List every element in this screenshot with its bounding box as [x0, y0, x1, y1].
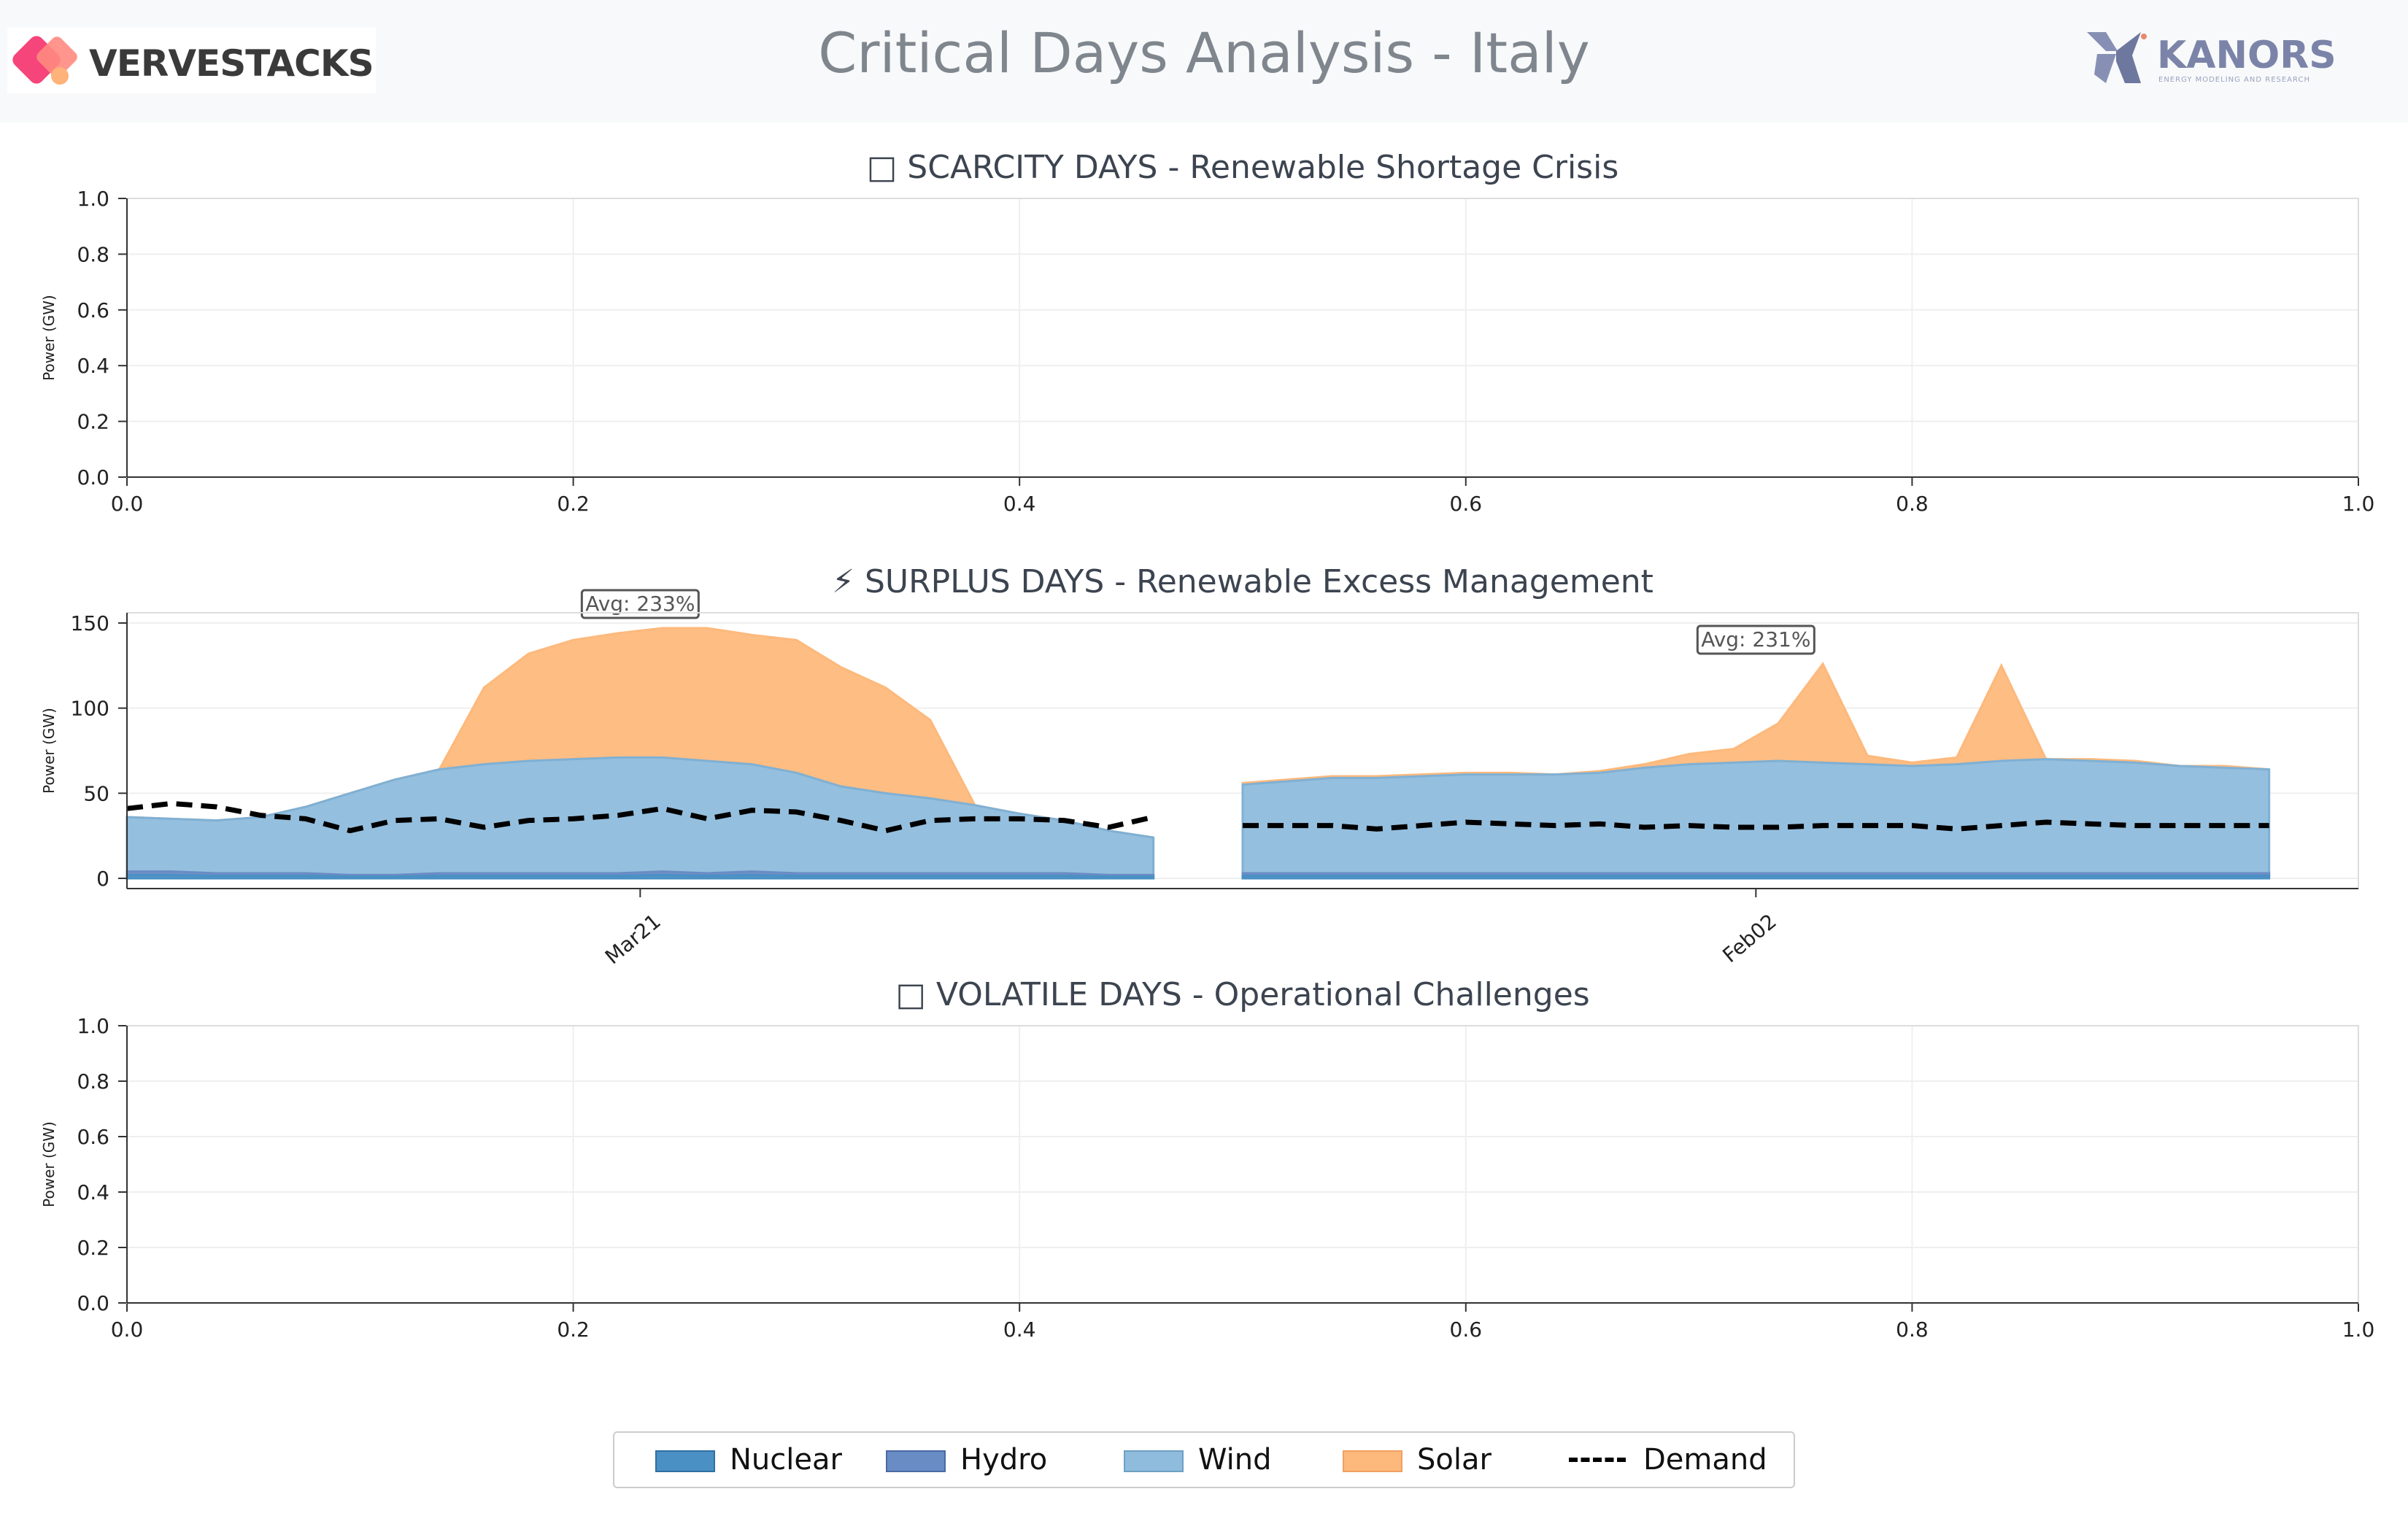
legend-label-hydro: Hydro — [960, 1443, 1048, 1477]
x-tick-label: 0.0 — [111, 1318, 144, 1342]
x-tick-label: 0.0 — [111, 492, 144, 516]
y-tick-label: 0.8 — [77, 1069, 109, 1094]
y-tick-label: 0.6 — [77, 1125, 109, 1149]
kanors-logo: KANORS ENERGY MODELING AND RESEARCH — [2084, 29, 2347, 95]
annotation-box-Mar21 — [580, 589, 700, 619]
legend-label-wind: Wind — [1198, 1443, 1272, 1477]
y-axis-label-0: Power (GW) — [40, 295, 58, 381]
annotation-text-Feb02: Avg: 231% — [1701, 627, 1810, 651]
y-tick-label: 0.6 — [77, 298, 109, 322]
y-tick-label: 0.2 — [77, 410, 109, 434]
y-axis-label-1: Power (GW) — [40, 708, 58, 794]
nuclear-area-Mar21 — [126, 873, 1155, 880]
legend-label-demand: Demand — [1643, 1443, 1767, 1477]
annotation-text-Mar21: Avg: 233% — [585, 592, 695, 616]
vervestacks-logo: VERVESTACKS — [7, 28, 376, 93]
charts-area: □ SCARCITY DAYS - Renewable Shortage Cri… — [40, 149, 2375, 1342]
x-tick-label: 0.4 — [1003, 492, 1036, 516]
x-tick-label: 0.6 — [1450, 1318, 1483, 1342]
panel-title-2: □ VOLATILE DAYS - Operational Challenges — [895, 976, 1589, 1013]
plot-frame-2 — [126, 1025, 2359, 1304]
page-title: Critical Days Analysis - Italy — [818, 20, 1590, 85]
x-tick-label: 0.8 — [1896, 492, 1929, 516]
x-tick-label: 1.0 — [2342, 1318, 2375, 1342]
kanors-logo-subtitle: ENERGY MODELING AND RESEARCH — [2158, 76, 2310, 84]
y-tick-label: 0.4 — [77, 354, 109, 378]
nuclear-area-Feb02 — [1241, 875, 2271, 880]
y-tick-label: 1.0 — [77, 1014, 109, 1038]
vervestacks-diamond-icon — [12, 36, 77, 85]
legend-swatch-wind — [1124, 1450, 1184, 1472]
kanors-logo-text: KANORS — [2157, 34, 2336, 77]
x-tick-label: 0.6 — [1450, 492, 1483, 516]
annotation-box-Feb02 — [1696, 624, 1815, 655]
x-tick-label: 0.2 — [557, 1318, 590, 1342]
y-tick-label: 1.0 — [77, 187, 109, 211]
plot-frame-0 — [126, 198, 2359, 478]
annotation-Feb02: Avg: 231% — [1696, 624, 1815, 655]
legend-swatch-solar — [1343, 1450, 1402, 1472]
y-tick-label: 0.4 — [77, 1180, 109, 1204]
y-tick-label: 0.0 — [77, 465, 109, 490]
y-tick-label: 50 — [83, 781, 109, 805]
y-tick-label: 0.0 — [77, 1291, 109, 1315]
x-tick-label: 1.0 — [2342, 492, 2375, 516]
legend-swatch-demand — [1569, 1458, 1626, 1462]
legend-label-nuclear: Nuclear — [730, 1443, 842, 1477]
legend-swatch-hydro — [886, 1450, 946, 1472]
x-tick-label: 0.4 — [1003, 1318, 1036, 1342]
legend: Nuclear Hydro Wind Solar Demand — [613, 1431, 1795, 1488]
legend-swatch-nuclear — [655, 1450, 715, 1472]
wind-area-Feb02 — [1241, 758, 2271, 875]
y-tick-label: 150 — [71, 611, 109, 635]
x-tick-label-Feb02: Feb02 — [1718, 909, 1780, 967]
y-tick-label: 0 — [96, 867, 109, 891]
vervestacks-logo-text: VERVESTACKS — [89, 42, 374, 85]
kanors-k-icon — [2087, 32, 2147, 83]
header-bar: VERVESTACKS Critical Days Analysis - Ita… — [0, 0, 2408, 123]
legend-label-solar: Solar — [1417, 1443, 1492, 1477]
annotation-Mar21: Avg: 233% — [580, 589, 700, 619]
demand-line-Feb02 — [1243, 819, 2269, 832]
panel-title-1: ⚡ SURPLUS DAYS - Renewable Excess Manage… — [832, 563, 1653, 600]
panel-title-0: □ SCARCITY DAYS - Renewable Shortage Cri… — [867, 149, 1619, 186]
y-axis-label-2: Power (GW) — [40, 1121, 58, 1207]
y-tick-label: 100 — [71, 697, 109, 721]
x-tick-label-Mar21: Mar21 — [601, 909, 665, 969]
x-tick-label: 0.8 — [1896, 1318, 1929, 1342]
x-tick-label: 0.2 — [557, 492, 590, 516]
y-tick-label: 0.8 — [77, 242, 109, 266]
y-tick-label: 0.2 — [77, 1236, 109, 1260]
